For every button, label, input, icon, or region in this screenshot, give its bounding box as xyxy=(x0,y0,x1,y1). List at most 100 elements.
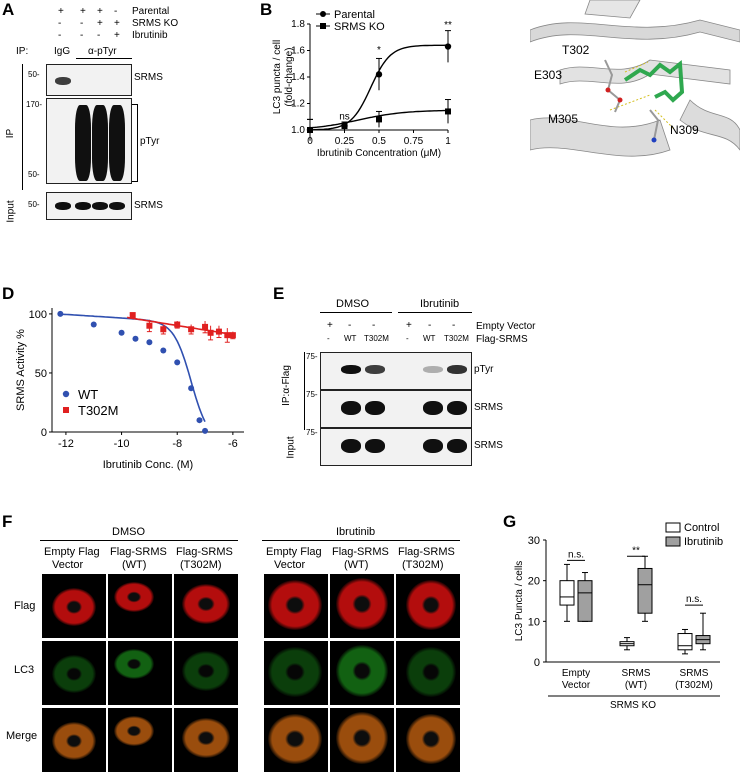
row-label: Flag xyxy=(14,600,36,612)
condition-mark: - xyxy=(80,18,84,29)
micrograph-merge xyxy=(174,708,238,772)
mw-marker: 170- xyxy=(26,100,43,109)
cell xyxy=(52,655,96,693)
box xyxy=(637,567,653,614)
h-bond xyxy=(609,94,651,111)
data-point xyxy=(118,329,125,336)
band xyxy=(447,401,467,415)
significance-label: ns xyxy=(339,111,350,122)
cell xyxy=(114,582,154,612)
ip-label: IP:α-Flag xyxy=(280,365,292,406)
legend-swatch xyxy=(665,536,681,547)
legend-marker xyxy=(320,11,326,17)
data-point xyxy=(207,329,214,336)
row-label: Merge xyxy=(6,730,38,742)
condition-mark: - xyxy=(97,30,101,41)
significance-label: n.s. xyxy=(686,594,702,605)
micrograph-flag xyxy=(42,574,106,638)
y-tick-label: 1.8 xyxy=(291,19,305,30)
residue-label: N309 xyxy=(670,123,699,137)
data-point xyxy=(188,385,195,392)
residue-label: E303 xyxy=(534,68,562,82)
condition-mark: + xyxy=(114,30,120,41)
column-label: Vector xyxy=(52,559,84,571)
condition-mark: - xyxy=(58,30,62,41)
side-chain xyxy=(604,59,622,113)
band xyxy=(75,105,91,181)
band xyxy=(365,401,385,415)
ligand xyxy=(623,60,685,103)
band xyxy=(365,365,385,374)
cell xyxy=(52,588,96,626)
cell xyxy=(182,651,230,691)
group-underline xyxy=(320,312,392,313)
lane-mark: WT xyxy=(423,334,436,343)
y-tick-label: 1.4 xyxy=(291,72,305,83)
micrograph-lc3 xyxy=(42,641,106,705)
column-label: (T302M) xyxy=(402,559,444,571)
x-tick-label: Vector xyxy=(562,680,591,691)
condition-mark: - xyxy=(80,30,84,41)
legend-marker xyxy=(320,23,326,29)
legend-label: SRMS KO xyxy=(334,21,385,33)
blot-target: SRMS xyxy=(474,402,503,413)
panel-b-chart: 1.0 1.2 1.4 1.6 1.8 0 0.25 0.5 0.75 1 Ibrutinib Co… xyxy=(272,9,452,159)
band xyxy=(341,401,361,415)
data-point xyxy=(202,427,209,434)
blot-target: pTyr xyxy=(140,136,160,147)
data-point xyxy=(445,108,451,115)
ip-label: IP: xyxy=(16,46,29,57)
mw-marker: 75- xyxy=(306,428,318,437)
lane-mark: - xyxy=(428,320,432,331)
column-label: Vector xyxy=(274,559,306,571)
side-chain xyxy=(649,109,660,141)
legend-swatch xyxy=(665,522,681,533)
lane-mark: - xyxy=(452,320,456,331)
cell xyxy=(406,647,456,697)
band xyxy=(423,401,443,415)
column-label: (WT) xyxy=(344,559,369,571)
residue-label: T302 xyxy=(562,43,590,57)
treatment-underline xyxy=(262,540,460,541)
x-tick-label: 1 xyxy=(445,136,451,147)
cell xyxy=(336,645,388,697)
ribbon xyxy=(584,0,641,19)
condition-name: SRMS KO xyxy=(132,18,179,29)
data-point xyxy=(307,127,313,133)
band xyxy=(341,439,361,453)
ip-bracket xyxy=(22,64,23,190)
treatment-label: DMSO xyxy=(112,526,145,538)
condition-mark: - xyxy=(114,6,118,17)
lane-mark: - xyxy=(406,334,409,343)
lane-mark: T302M xyxy=(444,334,469,343)
cell xyxy=(336,712,388,764)
x-tick-label: (T302M) xyxy=(675,680,713,691)
x-tick-label: 0.75 xyxy=(404,136,424,147)
condition-mark: + xyxy=(80,6,86,17)
band xyxy=(55,202,71,210)
lane-mark: + xyxy=(327,320,333,331)
band xyxy=(447,439,467,453)
x-tick-label: -8 xyxy=(172,438,182,450)
data-point xyxy=(129,312,136,319)
igg-label: IgG xyxy=(54,46,71,57)
micrograph-merge xyxy=(42,708,106,772)
y-tick-label: 1.6 xyxy=(291,46,305,57)
panel-f: DMSO Ibrutinib Empty Flag Vector Flag-SR… xyxy=(0,520,480,779)
ribbon xyxy=(679,99,740,151)
mw-marker: 75- xyxy=(306,390,318,399)
condition-name: Ibrutinib xyxy=(132,30,168,41)
mw-marker: 50- xyxy=(28,70,40,79)
condition-mark: + xyxy=(114,18,120,29)
ribbon xyxy=(530,117,671,157)
y-axis-label: (fold-change) xyxy=(284,48,295,107)
band xyxy=(447,365,467,374)
band xyxy=(423,366,443,373)
significance-label: ** xyxy=(444,20,452,31)
legend-label: WT xyxy=(78,387,98,402)
blot-input-srms xyxy=(320,428,472,466)
significance-label: ** xyxy=(632,545,640,556)
band xyxy=(75,202,91,210)
y-tick-label: 20 xyxy=(528,576,540,588)
